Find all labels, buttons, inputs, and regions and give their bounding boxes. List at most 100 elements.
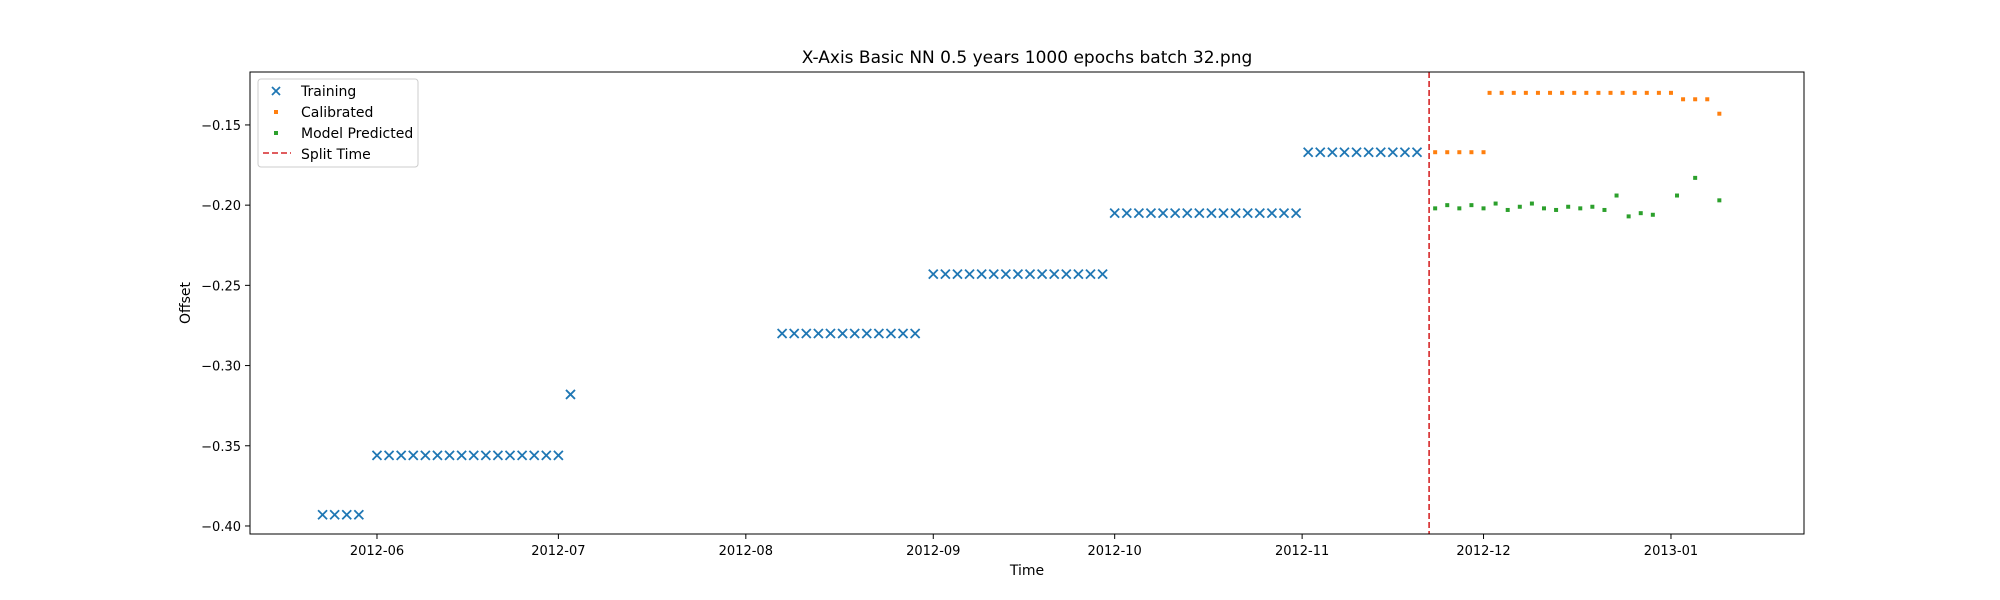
- data-point-model-predicted: [1626, 214, 1631, 219]
- data-point-training: [492, 450, 504, 461]
- data-point-training: [1194, 208, 1205, 219]
- data-point-training: [873, 328, 884, 339]
- data-point-training: [329, 509, 340, 520]
- x-tick-label: 2012-07: [531, 544, 585, 559]
- data-point-training: [468, 450, 479, 461]
- data-point-training: [1339, 147, 1350, 158]
- data-point-calibrated: [1705, 97, 1710, 102]
- data-point-training: [480, 450, 491, 461]
- data-point-model-predicted: [1529, 201, 1534, 206]
- data-point-training: [928, 268, 939, 280]
- data-point-training: [1303, 147, 1314, 158]
- data-point-training: [1157, 208, 1169, 219]
- data-point-model-predicted: [1445, 203, 1450, 208]
- data-point-calibrated: [1656, 90, 1661, 95]
- plot-frame: [249, 71, 1805, 535]
- data-point-training: [1387, 147, 1398, 158]
- data-point-training: [565, 389, 576, 400]
- data-point-training: [1327, 147, 1338, 158]
- data-point-training: [1375, 147, 1386, 158]
- data-point-calibrated: [1560, 90, 1565, 95]
- x-tick-label: 2012-06: [350, 544, 404, 559]
- data-point-calibrated: [1469, 150, 1474, 155]
- data-point-training: [940, 268, 951, 280]
- data-point-calibrated: [1596, 90, 1601, 95]
- y-tick-label: −0.35: [201, 440, 241, 455]
- data-point-training: [408, 450, 419, 461]
- data-point-training: [897, 328, 909, 339]
- data-point-training: [1278, 208, 1290, 219]
- data-point-training: [1315, 147, 1326, 158]
- data-point-training: [371, 450, 383, 461]
- series-calibrated: [1433, 90, 1722, 155]
- y-axis: −0.15 −0.20 −0.25 −0.30 −0.35 −0.40: [201, 119, 250, 535]
- data-point-calibrated: [1523, 90, 1528, 95]
- legend-item-split-time: Split Time: [263, 147, 371, 163]
- data-point-training: [1036, 268, 1048, 280]
- data-point-model-predicted: [1614, 193, 1619, 198]
- data-point-calibrated: [1433, 150, 1438, 155]
- data-point-model-predicted: [1566, 204, 1571, 209]
- data-point-calibrated: [1693, 97, 1698, 102]
- data-point-training: [1411, 147, 1423, 158]
- data-point-calibrated: [1644, 90, 1649, 95]
- data-point-model-predicted: [1602, 207, 1607, 212]
- series-model-predicted: [1433, 175, 1722, 219]
- x-axis-label: Time: [1009, 563, 1044, 579]
- data-point-model-predicted: [1505, 207, 1510, 212]
- data-point-model-predicted: [1481, 206, 1486, 211]
- data-point-calibrated: [1572, 90, 1577, 95]
- legend-item-model-predicted: Model Predicted: [274, 126, 413, 142]
- x-tick-label: 2013-01: [1644, 544, 1698, 559]
- data-point-model-predicted: [1554, 207, 1559, 212]
- data-point-training: [1097, 268, 1108, 280]
- data-point-training: [353, 509, 364, 520]
- legend-box: [257, 78, 419, 168]
- data-point-calibrated: [1632, 90, 1637, 95]
- legend-item-calibrated: Calibrated: [274, 105, 373, 121]
- data-point-training: [1145, 208, 1157, 219]
- data-point-model-predicted: [1638, 211, 1643, 216]
- data-point-calibrated: [1511, 90, 1516, 95]
- plot-area: [317, 72, 1722, 534]
- data-point-model-predicted: [1517, 204, 1522, 209]
- data-point-training: [1121, 208, 1132, 219]
- y-tick-label: −0.15: [201, 119, 241, 134]
- data-point-calibrated: [1584, 90, 1589, 95]
- legend: Training Calibrated Model Predicted Spli…: [257, 78, 419, 168]
- y-tick-label: −0.30: [201, 360, 241, 375]
- chart-title: X-Axis Basic NN 0.5 years 1000 epochs ba…: [802, 48, 1253, 68]
- data-point-model-predicted: [1590, 204, 1595, 209]
- data-point-model-predicted: [1457, 206, 1462, 211]
- data-point-training: [861, 328, 872, 339]
- data-point-training: [1206, 208, 1217, 219]
- data-point-training: [553, 450, 564, 461]
- data-point-model-predicted: [1578, 206, 1583, 211]
- data-point-training: [849, 328, 860, 339]
- data-point-calibrated: [1499, 90, 1504, 95]
- data-point-training: [383, 450, 395, 461]
- data-point-training: [341, 509, 352, 520]
- x-tick-label: 2012-09: [906, 544, 960, 559]
- data-point-training: [1363, 147, 1374, 158]
- legend-marker-model-predicted: [274, 131, 278, 135]
- data-point-training: [1399, 147, 1411, 158]
- data-point-model-predicted: [1717, 198, 1722, 203]
- data-point-calibrated: [1457, 150, 1462, 155]
- data-point-training: [1049, 268, 1060, 280]
- data-point-calibrated: [1548, 90, 1553, 95]
- data-point-training: [456, 450, 467, 461]
- data-point-model-predicted: [1493, 201, 1498, 206]
- data-point-training: [789, 328, 800, 339]
- data-point-training: [885, 328, 897, 339]
- legend-label-training: Training: [300, 84, 356, 100]
- legend-label-split-time: Split Time: [301, 147, 371, 163]
- data-point-model-predicted: [1650, 212, 1655, 217]
- data-point-training: [420, 450, 431, 461]
- data-point-calibrated: [1681, 97, 1686, 102]
- x-tick-label: 2012-08: [719, 544, 773, 559]
- data-point-model-predicted: [1693, 175, 1698, 180]
- data-point-model-predicted: [1541, 206, 1546, 211]
- data-point-training: [1218, 208, 1229, 219]
